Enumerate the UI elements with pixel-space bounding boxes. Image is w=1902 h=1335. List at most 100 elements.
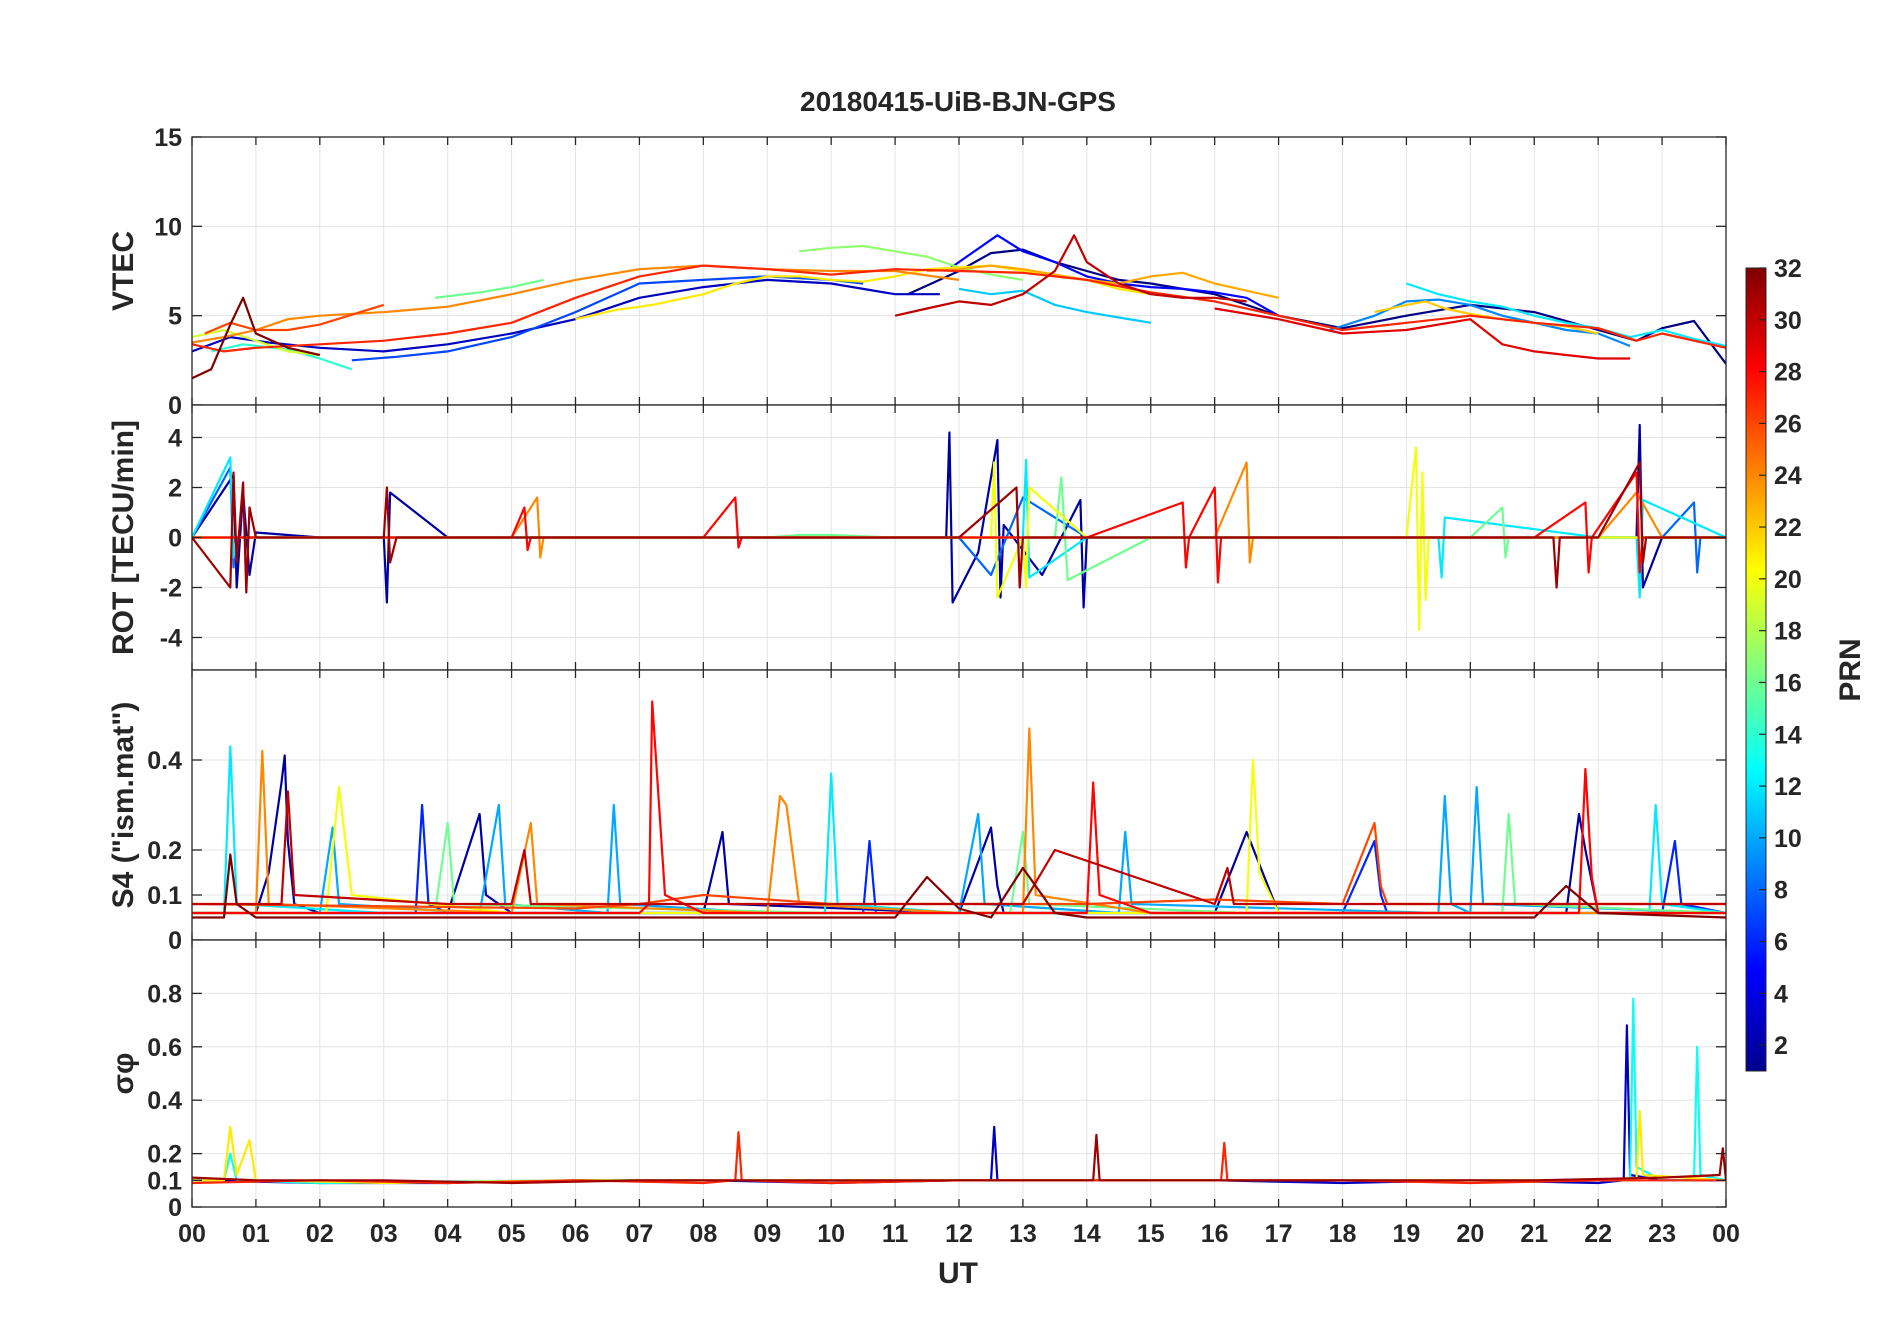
x-tick-label: 05 bbox=[498, 1220, 526, 1248]
series-prn-24 bbox=[192, 727, 1726, 915]
colorbar-tick-label: 18 bbox=[1774, 618, 1802, 646]
colorbar-tick-label: 24 bbox=[1774, 462, 1802, 490]
colorbar-tick-label: 28 bbox=[1774, 359, 1802, 387]
series-prn-11 bbox=[958, 287, 1151, 324]
y-tick-label: -2 bbox=[160, 575, 182, 603]
panel-rot-series bbox=[192, 423, 1726, 632]
series-prn-27 bbox=[192, 264, 1726, 353]
panel-s4-ylabel: S4 ("ism.mat") bbox=[107, 702, 140, 909]
colorbar-label: PRN bbox=[1834, 638, 1867, 701]
chart-title: 20180415-UiB-BJN-GPS bbox=[800, 86, 1116, 117]
x-tick-label: 02 bbox=[306, 1220, 334, 1248]
x-tick-label: 15 bbox=[1137, 1220, 1165, 1248]
y-tick-label: -4 bbox=[160, 625, 182, 653]
colorbar-gradient bbox=[1745, 267, 1767, 1072]
panel-vtec-ylabel: VTEC bbox=[107, 231, 140, 311]
x-tick-label: 04 bbox=[434, 1220, 462, 1248]
x-tick-label: 23 bbox=[1648, 1220, 1676, 1248]
y-tick-label: 0.2 bbox=[147, 1141, 182, 1169]
x-tick-label: 13 bbox=[1009, 1220, 1037, 1248]
series-prn-29 bbox=[1214, 307, 1631, 360]
colorbar-tick-label: 12 bbox=[1774, 773, 1802, 801]
series-prn-28 bbox=[192, 700, 1726, 915]
colorbar-tick-label: 32 bbox=[1774, 255, 1802, 283]
panel-rot: -4 -2 0 2 4 ROT [TECU/min] bbox=[107, 404, 1727, 671]
series-prn-26 bbox=[204, 303, 385, 335]
panel-sigphi-ylabel: σφ bbox=[107, 1053, 140, 1095]
colorbar-tick-label: 10 bbox=[1774, 825, 1802, 853]
series-prn-14 bbox=[210, 343, 353, 371]
y-tick-label: 5 bbox=[168, 303, 182, 331]
colorbar-tick-label: 16 bbox=[1774, 669, 1802, 697]
x-tick-label: 08 bbox=[689, 1220, 717, 1248]
y-tick-label: 0 bbox=[168, 1194, 182, 1222]
y-tick-label: 0 bbox=[168, 525, 182, 553]
y-tick-label: 0.6 bbox=[147, 1034, 182, 1062]
y-tick-label: 15 bbox=[154, 124, 182, 152]
colorbar-tick-label: 8 bbox=[1774, 877, 1788, 905]
x-tick-label: 00 bbox=[178, 1220, 206, 1248]
y-tick-label: 0.1 bbox=[147, 1167, 182, 1195]
series-prn-23 bbox=[926, 264, 1279, 299]
series-prn-31 bbox=[192, 461, 1726, 594]
series-prn-12 bbox=[1406, 282, 1726, 348]
x-tick-label: 14 bbox=[1073, 1220, 1101, 1248]
panel-s4-series bbox=[192, 700, 1726, 919]
colorbar-tick-label: 14 bbox=[1774, 721, 1802, 749]
colorbar-tick-label: 4 bbox=[1774, 980, 1788, 1008]
y-tick-label: 0.4 bbox=[147, 747, 182, 775]
x-tick-labels: 00 01 02 03 04 05 06 07 08 09 10 11 12 13 14 15 16 17 18 19… bbox=[178, 1220, 1740, 1248]
x-tick-label: 00 bbox=[1712, 1220, 1740, 1248]
x-tick-label: 03 bbox=[370, 1220, 398, 1248]
y-tick-label: 4 bbox=[168, 425, 182, 453]
y-tick-label: 0 bbox=[168, 927, 182, 955]
colorbar-tick-label: 20 bbox=[1774, 566, 1802, 594]
x-tick-label: 01 bbox=[242, 1220, 270, 1248]
series-prn-16 bbox=[434, 278, 544, 299]
series-prn-30 bbox=[894, 234, 1247, 317]
y-tick-label: 0.8 bbox=[147, 980, 182, 1008]
series-prn-32 bbox=[192, 296, 321, 380]
y-tick-label: 2 bbox=[168, 475, 182, 503]
panel-s4: 0 0.1 0.2 0.4S4 ("ism.mat") bbox=[107, 669, 1727, 955]
x-tick-label: 06 bbox=[562, 1220, 590, 1248]
series-prn-19 bbox=[192, 328, 320, 357]
x-tick-label: 16 bbox=[1201, 1220, 1229, 1248]
series-prn-5 bbox=[945, 234, 1280, 317]
y-tick-label: 10 bbox=[154, 213, 182, 241]
panel-vtec-series bbox=[192, 234, 1726, 380]
colorbar-tick-label: 22 bbox=[1774, 514, 1802, 542]
series-prn-30 bbox=[192, 790, 1726, 906]
x-tick-label: 19 bbox=[1393, 1220, 1421, 1248]
colorbar-tick-label: 30 bbox=[1774, 307, 1802, 335]
x-axis-label: UT bbox=[938, 1257, 978, 1290]
series-prn-7 bbox=[351, 275, 864, 362]
x-tick-label: 11 bbox=[882, 1220, 909, 1248]
series-prn-32 bbox=[192, 853, 1726, 919]
x-tick-label: 09 bbox=[753, 1220, 781, 1248]
series-prn-28 bbox=[192, 471, 1726, 584]
panel-vtec: 0 5 10 15 VTEC bbox=[107, 124, 1727, 420]
x-tick-label: 20 bbox=[1456, 1220, 1484, 1248]
y-tick-label: 0 bbox=[168, 392, 182, 420]
x-tick-label: 17 bbox=[1265, 1220, 1293, 1248]
colorbar-tick-label: 2 bbox=[1774, 1032, 1788, 1060]
series-prn-31 bbox=[192, 1133, 1726, 1185]
x-tick-label: 22 bbox=[1584, 1220, 1612, 1248]
panel-rot-ylabel: ROT [TECU/min] bbox=[107, 420, 140, 655]
colorbar-tick-label: 26 bbox=[1774, 410, 1802, 438]
series-prn-16 bbox=[192, 812, 1726, 915]
y-tick-label: 0.1 bbox=[147, 882, 182, 910]
colorbar-tick-label: 6 bbox=[1774, 928, 1788, 956]
panel-sigphi: 00.10.2 0.4 0.6 0.8 σφ bbox=[107, 939, 1727, 1222]
x-tick-label: 21 bbox=[1520, 1220, 1548, 1248]
x-tick-label: 07 bbox=[626, 1220, 654, 1248]
series-prn-24 bbox=[192, 264, 960, 344]
y-tick-label: 0.4 bbox=[147, 1087, 182, 1115]
x-tick-label: 12 bbox=[945, 1220, 973, 1248]
